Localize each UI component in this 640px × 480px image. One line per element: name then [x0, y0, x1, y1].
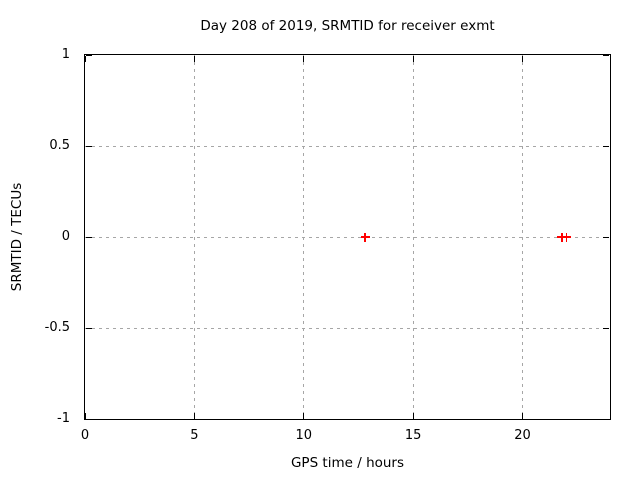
y-tick-label: 0.5 [49, 138, 70, 153]
x-tick-mark-bottom [522, 413, 523, 419]
y-tick-mark-left [86, 54, 92, 56]
data-point-marker [561, 232, 571, 242]
x-tick-mark-top [522, 56, 523, 62]
y-tick-mark-right [603, 145, 609, 147]
x-tick-mark-top [84, 56, 86, 62]
x-tick-label: 20 [514, 428, 531, 443]
y-tick-mark-right [603, 418, 609, 420]
x-tick-mark-bottom [412, 413, 414, 419]
y-tick-label: -1 [57, 411, 70, 426]
grid-line-horizontal [85, 145, 610, 147]
x-tick-mark-top [193, 56, 195, 62]
y-tick-label: 1 [61, 47, 70, 62]
chart-title: Day 208 of 2019, SRMTID for receiver exm… [200, 18, 495, 34]
x-tick-mark-bottom [84, 413, 86, 419]
x-tick-label: 5 [190, 428, 199, 443]
x-tick-label: 10 [295, 428, 313, 443]
y-tick-mark-right [603, 54, 609, 56]
plot-area [84, 54, 611, 420]
x-tick-mark-top [303, 56, 305, 62]
y-tick-mark-left [86, 236, 92, 238]
y-tick-mark-left [86, 418, 92, 420]
x-tick-mark-bottom [193, 413, 195, 419]
x-tick-label: 15 [404, 428, 422, 443]
y-tick-mark-left [86, 145, 92, 147]
y-tick-mark-left [86, 327, 92, 329]
y-tick-label: -0.5 [44, 320, 70, 335]
y-tick-mark-right [603, 327, 609, 329]
grid-line-horizontal [85, 327, 610, 329]
x-tick-mark-bottom [303, 413, 305, 419]
y-tick-label: 0 [61, 229, 70, 244]
data-point-marker [360, 232, 370, 242]
x-axis-label: GPS time / hours [290, 455, 405, 471]
y-tick-mark-right [603, 236, 609, 238]
x-tick-label: 0 [80, 428, 90, 443]
x-tick-mark-top [412, 56, 414, 62]
grid-line-horizontal [85, 236, 610, 238]
